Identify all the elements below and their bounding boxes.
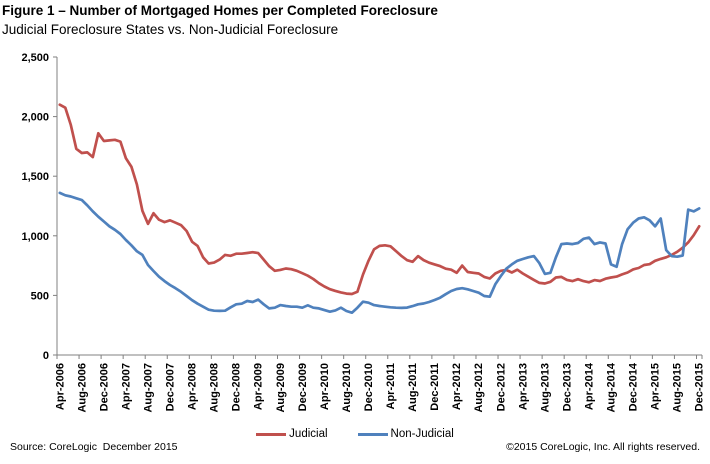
svg-text:Apr-2014: Apr-2014 — [583, 362, 595, 410]
svg-text:Aug-2013: Aug-2013 — [539, 363, 551, 413]
non-judicial-line — [58, 191, 701, 315]
svg-text:Aug-2007: Aug-2007 — [142, 363, 154, 413]
svg-text:Apr-2009: Apr-2009 — [253, 363, 265, 410]
svg-text:Dec-2013: Dec-2013 — [561, 363, 573, 411]
svg-text:Apr-2010: Apr-2010 — [319, 363, 331, 410]
svg-text:Apr-2006: Apr-2006 — [54, 363, 66, 410]
svg-text:Aug-2008: Aug-2008 — [209, 363, 221, 413]
non-judicial-line-swatch — [357, 432, 388, 436]
svg-text:Aug-2015: Aug-2015 — [672, 363, 684, 413]
legend-item-non-judicial: Non-Judicial — [357, 428, 454, 440]
svg-text:Aug-2014: Aug-2014 — [606, 362, 618, 412]
svg-text:Apr-2015: Apr-2015 — [650, 363, 662, 410]
svg-text:Aug-2006: Aug-2006 — [76, 363, 88, 413]
judicial-line — [58, 103, 701, 296]
svg-text:Aug-2010: Aug-2010 — [341, 363, 353, 413]
svg-text:Dec-2014: Dec-2014 — [628, 362, 640, 411]
legend-label-judicial: Judicial — [289, 428, 328, 440]
judicial-line-swatch — [256, 432, 287, 436]
svg-text:1,500: 1,500 — [21, 171, 49, 183]
chart-title: Figure 1 – Number of Mortgaged Homes per… — [2, 3, 438, 18]
svg-text:500: 500 — [31, 290, 49, 302]
copyright-note: ©2015 CoreLogic, Inc. All rights reserve… — [506, 441, 700, 453]
svg-text:2,000: 2,000 — [21, 112, 49, 124]
source-note: Source: CoreLogic December 2015 — [10, 441, 178, 453]
svg-text:Aug-2009: Aug-2009 — [275, 363, 287, 413]
svg-text:Dec-2010: Dec-2010 — [363, 363, 375, 411]
svg-text:Apr-2007: Apr-2007 — [120, 363, 132, 410]
svg-text:Aug-2011: Aug-2011 — [407, 363, 419, 412]
svg-text:Apr-2008: Apr-2008 — [187, 363, 199, 410]
svg-text:Apr-2012: Apr-2012 — [451, 363, 463, 410]
legend-label-non-judicial: Non-Judicial — [390, 428, 454, 440]
plot-area: 0 500 1,000 1,500 2,000 2,500 Apr-2006 Aug-2006… — [21, 52, 706, 413]
chart-footer: Source: CoreLogic December 2015 ©2015 Co… — [0, 441, 710, 453]
svg-text:Apr-2011: Apr-2011 — [385, 363, 397, 409]
svg-text:Apr-2013: Apr-2013 — [517, 363, 529, 410]
svg-text:1,000: 1,000 — [21, 231, 49, 243]
svg-text:Dec-2009: Dec-2009 — [297, 363, 309, 411]
chart-subtitle: Judicial Foreclosure States vs. Non-Judi… — [2, 22, 339, 37]
svg-text:Dec-2012: Dec-2012 — [495, 363, 507, 411]
svg-text:0: 0 — [43, 350, 49, 362]
legend-item-judicial: Judicial — [256, 428, 328, 440]
svg-text:Dec-2007: Dec-2007 — [165, 363, 177, 411]
svg-text:Aug-2012: Aug-2012 — [473, 363, 485, 413]
chart-legend: Judicial Non-Judicial — [0, 428, 710, 440]
svg-text:Dec-2011: Dec-2011 — [429, 363, 441, 411]
svg-text:Dec-2015: Dec-2015 — [694, 363, 706, 411]
svg-text:Dec-2008: Dec-2008 — [231, 363, 243, 411]
svg-text:2,500: 2,500 — [21, 52, 49, 64]
svg-text:Dec-2006: Dec-2006 — [98, 363, 110, 411]
